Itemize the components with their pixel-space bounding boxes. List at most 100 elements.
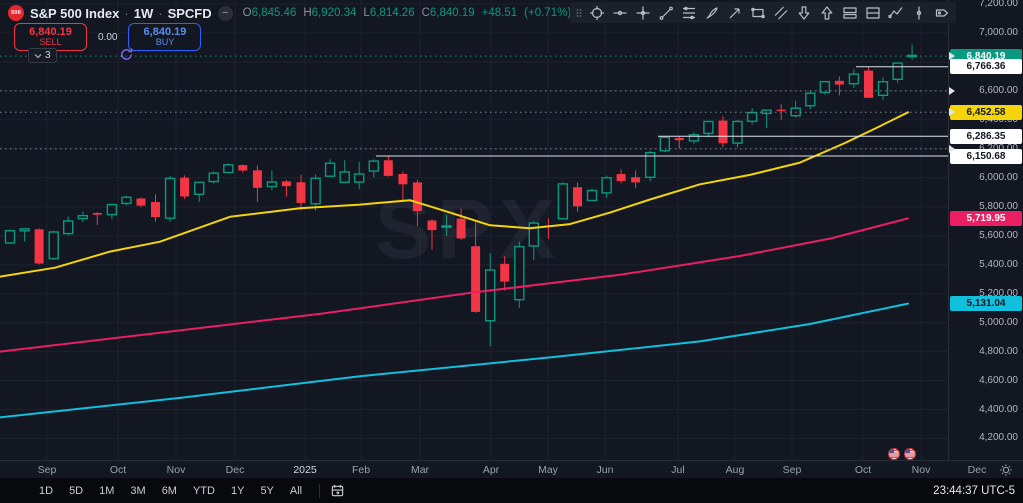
range-button-ytd[interactable]: YTD xyxy=(186,483,222,499)
ma-cyan xyxy=(0,302,909,419)
price-tick: 7,000.00 xyxy=(979,27,1018,38)
ma-yellow xyxy=(0,111,909,278)
price-tick: 7,200.00 xyxy=(979,0,1018,9)
brush-icon[interactable] xyxy=(700,3,723,22)
close-label: C xyxy=(421,7,430,19)
alert-arrow-icon[interactable] xyxy=(949,144,955,153)
vertical-line-icon[interactable] xyxy=(907,3,930,22)
chevron-down-icon xyxy=(34,53,42,58)
symbol-logo-icon: 500 xyxy=(8,5,24,21)
ohlc-values: O6,845.46 H6,920.34 L6,814.26 C6,840.19 … xyxy=(243,7,572,19)
arrow-up-icon[interactable] xyxy=(815,3,838,22)
time-tick-dec: Dec xyxy=(967,464,987,476)
price-tick: 4,400.00 xyxy=(979,403,1018,415)
interval-label[interactable]: 1W xyxy=(133,5,154,21)
ma-pink xyxy=(0,217,909,353)
range-button-3m[interactable]: 3M xyxy=(123,483,152,499)
separator: · xyxy=(158,5,163,21)
time-tick-may: May xyxy=(538,464,558,476)
horizontal-line-icon[interactable] xyxy=(608,3,631,22)
rectangle-icon[interactable] xyxy=(746,3,769,22)
time-tick-dec: Dec xyxy=(225,464,245,476)
indicators-count: 3 xyxy=(45,50,51,61)
price-label-571995[interactable]: 5,719.95 xyxy=(950,210,1022,226)
high-label: H xyxy=(303,7,312,19)
buy-button[interactable]: 6,840.19 BUY xyxy=(128,23,202,51)
price-tick: 5,600.00 xyxy=(979,229,1018,241)
price-tick: 4,200.00 xyxy=(979,432,1018,444)
economic-event-flags xyxy=(888,448,916,460)
price-label-513104[interactable]: 5,131.04 xyxy=(950,296,1022,312)
fib-retracement-icon[interactable] xyxy=(677,3,700,22)
price-tick: 6,200.00 xyxy=(979,143,1018,154)
chart-plot[interactable]: SPX xyxy=(0,0,948,460)
parallel-channel-icon[interactable] xyxy=(769,3,792,22)
auto-sync-icon[interactable] xyxy=(119,47,134,62)
time-tick-feb: Feb xyxy=(351,464,371,476)
long-position-icon[interactable] xyxy=(838,3,861,22)
alert-arrow-icon[interactable] xyxy=(949,52,955,61)
exchange-label: SPCFD xyxy=(167,5,212,21)
low-value: 6,814.26 xyxy=(369,7,415,19)
crosshair-icon[interactable] xyxy=(585,3,608,22)
time-axis[interactable]: Sep Oct Nov Dec 2025 Feb Mar Apr May Jun Jul Aug Sep… xyxy=(0,460,1023,478)
go-to-date-icon[interactable] xyxy=(330,483,345,498)
price-axis[interactable]: 7,200.007,000.006,800.006,600.006,400.00… xyxy=(948,0,1023,478)
time-tick-nov: Nov xyxy=(166,464,186,476)
arrow-line-icon[interactable] xyxy=(723,3,746,22)
us-flag-event-icon[interactable] xyxy=(904,448,916,460)
time-tick-jul: Jul xyxy=(671,464,685,476)
range-button-5d[interactable]: 5D xyxy=(62,483,90,499)
time-tick-nov: Nov xyxy=(911,464,931,476)
divider xyxy=(319,483,321,498)
buy-label: BUY xyxy=(155,37,175,48)
price-tick: 5,000.00 xyxy=(979,316,1018,328)
zigzag-icon[interactable] xyxy=(884,3,907,22)
alert-arrow-icon[interactable] xyxy=(949,86,955,95)
price-tick: 5,400.00 xyxy=(979,258,1018,270)
change-percent: (+0.71%) xyxy=(524,7,572,19)
time-tick-sep: Sep xyxy=(782,464,802,476)
open-label: O xyxy=(242,7,252,19)
arrow-down-icon[interactable] xyxy=(792,3,815,22)
axis-settings-gear-icon[interactable] xyxy=(999,463,1013,482)
price-label-676636[interactable]: 6,766.36 xyxy=(950,59,1022,75)
candlestick-chart[interactable]: SPX xyxy=(0,0,948,460)
change-value: +48.51 xyxy=(481,7,518,19)
open-value: 6,845.46 xyxy=(251,7,297,19)
price-tick: 5,200.00 xyxy=(979,287,1018,299)
price-tick: 4,800.00 xyxy=(979,345,1018,357)
indicators-collapse-button[interactable]: 3 xyxy=(28,48,57,63)
time-tick-sep: Sep xyxy=(37,464,57,476)
range-button-1y[interactable]: 1Y xyxy=(224,483,251,499)
range-button-all[interactable]: All xyxy=(283,483,309,499)
price-tick: 6,000.00 xyxy=(979,171,1018,183)
time-tick-jun: Jun xyxy=(596,464,614,476)
price-label-628635[interactable]: 6,286.35 xyxy=(950,128,1022,144)
us-flag-event-icon[interactable] xyxy=(888,448,900,460)
symbol-legend[interactable]: 500 S&P 500 Index · 1W · SPCFD − O6,845.… xyxy=(8,4,571,22)
buy-price: 6,840.19 xyxy=(143,26,187,38)
sell-button[interactable]: 6,840.19 SELL xyxy=(14,23,87,51)
cross-line-icon[interactable] xyxy=(631,3,654,22)
price-label-icon[interactable] xyxy=(930,3,953,22)
low-label: L xyxy=(363,7,370,19)
price-label-615068[interactable]: 6,150.68 xyxy=(950,148,1022,164)
legend-more-button[interactable]: − xyxy=(217,5,233,21)
time-tick-aug: Aug xyxy=(725,464,745,476)
short-position-icon[interactable] xyxy=(861,3,884,22)
time-tick-oct: Oct xyxy=(109,464,127,476)
range-button-1m[interactable]: 1M xyxy=(92,483,121,499)
range-button-6m[interactable]: 6M xyxy=(155,483,184,499)
drag-handle-icon[interactable] xyxy=(573,3,585,22)
session-clock[interactable]: 23:44:37 UTC-5 xyxy=(933,484,1015,497)
price-tick: 6,600.00 xyxy=(979,84,1018,96)
price-label-645258[interactable]: 6,452.58 xyxy=(950,104,1022,120)
price-tick: 4,600.00 xyxy=(979,374,1018,386)
range-button-5y[interactable]: 5Y xyxy=(253,483,280,499)
range-button-1d[interactable]: 1D xyxy=(32,483,60,499)
alert-arrow-icon[interactable] xyxy=(949,108,955,117)
trend-line-icon[interactable] xyxy=(654,3,677,22)
symbol-title[interactable]: S&P 500 Index · 1W · SPCFD xyxy=(30,6,212,21)
